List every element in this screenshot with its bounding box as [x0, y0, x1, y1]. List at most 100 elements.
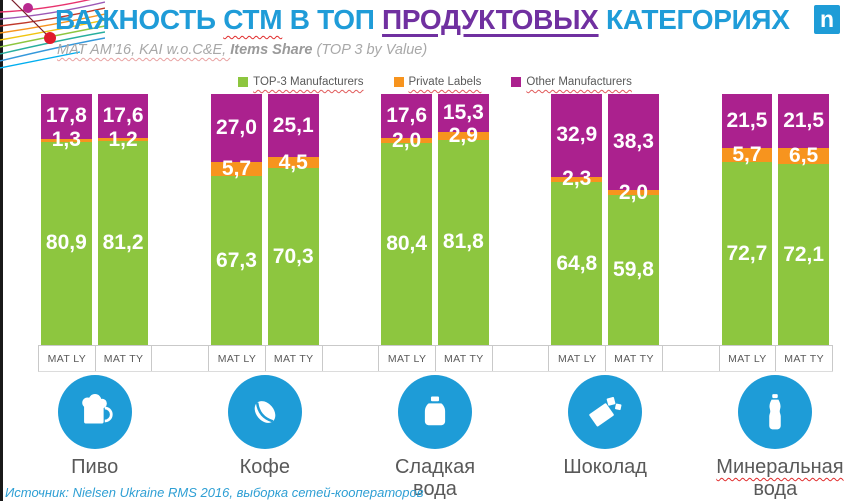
bar-mat-ty: 25,1 4,5 70,3 — [265, 94, 322, 345]
segment-private-labels — [721, 147, 773, 163]
segment-top3-manufacturers — [97, 141, 149, 345]
legend-item: Other Manufacturers — [511, 76, 632, 88]
bar-mat-ly: 27,0 5,7 67,3 — [208, 94, 265, 345]
legend-label: Other Manufacturers — [526, 76, 632, 88]
value-label: 32,9 — [556, 123, 598, 147]
segment-other-manufacturers — [97, 94, 149, 139]
bar-mat-ly: 17,6 2,0 80,4 — [378, 94, 435, 345]
segment-top3-manufacturers — [551, 182, 603, 345]
segment-other-manufacturers — [41, 94, 92, 139]
title-segment-underlined: ПРОДУКТОВЫХ — [382, 4, 599, 35]
segment-other-manufacturers — [778, 94, 829, 148]
category-label: Минеральная вода — [716, 456, 843, 501]
axis-label-mat-ty: MAT TY — [96, 346, 153, 371]
value-label: 6,5 — [789, 144, 819, 168]
value-label: 25,1 — [272, 113, 314, 137]
slide-left-edge — [0, 0, 3, 501]
value-label: 70,3 — [272, 244, 314, 268]
value-label: 27,0 — [216, 115, 257, 139]
segment-private-labels — [381, 138, 432, 144]
category-label: Пиво — [71, 456, 118, 478]
stacked-bar: 32,9 2,3 64,8 — [551, 94, 603, 345]
segment-other-manufacturers — [551, 94, 603, 177]
category-label: Сладкая вода — [376, 456, 494, 501]
axis-label-mat-ly: MAT LY — [209, 346, 266, 371]
category-word: Пиво — [71, 456, 119, 478]
value-label: 64,8 — [556, 251, 598, 275]
category-word: Кофе — [239, 456, 291, 478]
legend-item: TOP-3 Manufacturers — [238, 76, 364, 88]
segment-private-labels — [267, 157, 319, 169]
stacked-bar: 21,5 5,7 72,7 — [721, 94, 773, 345]
category-word: вода — [413, 478, 457, 501]
segment-private-labels — [778, 147, 829, 165]
nielsen-logo-letter: n — [819, 6, 835, 32]
stacked-bar: 27,0 5,7 67,3 — [211, 94, 262, 345]
value-label: 72,7 — [726, 241, 768, 265]
category-group: Шоколад — [530, 375, 680, 478]
axis-label-mat-ly: MAT LY — [39, 346, 96, 371]
axis-label-mat-ly: MAT LY — [720, 346, 777, 371]
value-label: 72,1 — [783, 242, 825, 266]
segment-other-manufacturers — [608, 94, 659, 191]
segment-private-labels — [41, 138, 92, 142]
bar-mat-ly: 32,9 2,3 64,8 — [548, 94, 605, 345]
axis-label-mat-ty: MAT TY — [606, 346, 663, 371]
value-label: 21,5 — [726, 108, 768, 132]
segment-top3-manufacturers — [211, 176, 262, 345]
value-label: 17,6 — [386, 104, 428, 128]
stacked-bar: 38,3 2,0 59,8 — [608, 94, 659, 345]
value-label: 81,2 — [102, 231, 144, 255]
value-label: 38,3 — [613, 130, 654, 154]
segment-other-manufacturers — [721, 94, 773, 148]
bar-mat-ty: 17,6 1,2 81,2 — [95, 94, 152, 345]
segment-top3-manufacturers — [778, 164, 829, 345]
legend-swatch — [393, 77, 404, 87]
value-label: 17,8 — [45, 104, 87, 128]
title-segment: ВАЖНОСТЬ — [55, 4, 224, 35]
segment-private-labels — [551, 176, 603, 183]
segment-top3-manufacturers — [608, 195, 659, 345]
title-segment: В ТОП — [282, 4, 383, 35]
segment-other-manufacturers — [381, 94, 432, 139]
category-word: Шоколад — [563, 456, 647, 478]
stacked-bar: 25,1 4,5 70,3 — [267, 94, 319, 345]
value-label: 5,7 — [732, 143, 762, 167]
category-word: Сладкая — [394, 456, 476, 478]
axis-label-mat-ly: MAT LY — [549, 346, 607, 371]
beer-icon — [57, 375, 132, 449]
stacked-bar: 17,6 1,2 81,2 — [97, 94, 149, 345]
axis-label-mat-ly: MAT LY — [379, 346, 436, 371]
value-label: 80,9 — [45, 231, 87, 255]
segment-top3-manufacturers — [438, 139, 489, 345]
segment-other-manufacturers — [211, 94, 262, 162]
soft-drink-bottle-icon — [398, 375, 472, 449]
segment-private-labels — [97, 138, 149, 142]
value-label: 67,3 — [216, 248, 257, 272]
segment-private-labels — [608, 190, 659, 196]
legend-label: TOP-3 Manufacturers — [253, 76, 364, 88]
bar-mat-ty: 21,5 6,5 72,1 — [775, 94, 832, 345]
value-label: 2,0 — [618, 180, 649, 204]
chocolate-icon — [568, 375, 643, 449]
axis-empty-cell — [493, 346, 550, 371]
axis-empty-cell — [323, 346, 380, 371]
value-label: 4,5 — [278, 150, 308, 174]
stacked-bar: 21,5 6,5 72,1 — [778, 94, 829, 345]
value-label: 5,7 — [221, 156, 252, 180]
segment-private-labels — [438, 132, 489, 140]
segment-top3-manufacturers — [381, 143, 432, 345]
category-word: вода — [753, 478, 798, 501]
value-label: 59,8 — [613, 258, 654, 282]
value-label: 2,9 — [448, 124, 478, 148]
value-label: 2,3 — [562, 167, 592, 191]
category-group: Минеральная вода — [700, 375, 850, 501]
segment-top3-manufacturers — [267, 168, 319, 345]
stacked-bar: 15,3 2,9 81,8 — [438, 94, 489, 345]
bar-mat-ty: 15,3 2,9 81,8 — [435, 94, 492, 345]
value-label: 1,3 — [51, 128, 81, 152]
axis-empty-cell — [152, 346, 210, 371]
bar-mat-ty: 38,3 2,0 59,8 — [605, 94, 662, 345]
subtitle-segment: MAT AM’16, KAI w.o.C&E, — [57, 42, 231, 58]
legend-swatch — [238, 77, 249, 87]
